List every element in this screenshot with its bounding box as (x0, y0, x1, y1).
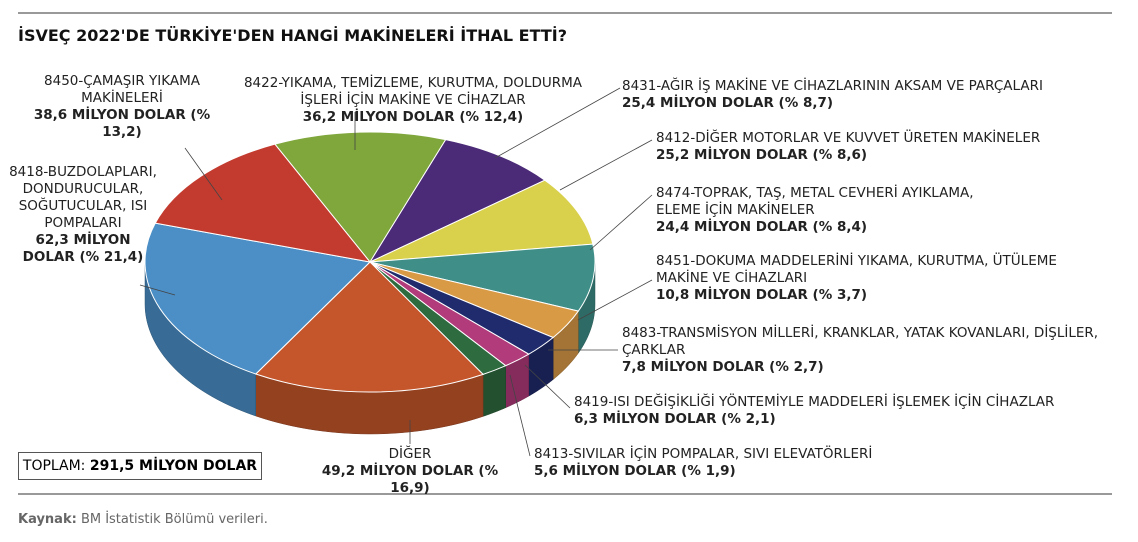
value-label: 62,3 MİLYON DOLAR (% 21,4) (22, 232, 144, 265)
value-label: 7,8 MİLYON DOLAR (% 2,7) (622, 359, 824, 375)
category-name: 8450-ÇAMAŞIR YIKAMA MAKİNELERİ (44, 73, 200, 106)
source-title: Kaynak: (18, 512, 77, 527)
category-name: 8419-ISI DEĞİŞİKLİĞİ YÖNTEMİYLE MADDELER… (574, 394, 1055, 410)
value-label: 49,2 MİLYON DOLAR (% 16,9) (321, 463, 499, 496)
slice-label: 8451-DOKUMA MADDELERİNİ YIKAMA, KURUTMA,… (656, 253, 1086, 304)
slice (368, 139, 546, 264)
leader-line (494, 87, 621, 159)
value-label: 25,4 MİLYON DOLAR (% 8,7) (622, 95, 834, 111)
leader-line (559, 139, 653, 191)
category-name: 8483-TRANSMİSYON MİLLERİ, KRANKLAR, YATA… (622, 325, 1099, 358)
category-name: 8431-AĞIR İŞ MAKİNE VE CİHAZLARININ AKSA… (622, 78, 1043, 94)
slice-label: 8413-SIVILAR İÇİN POMPALAR, SIVI ELEVATÖ… (534, 446, 954, 480)
slice-label: DİĞER 49,2 MİLYON DOLAR (% 16,9) (300, 446, 520, 497)
slice-label: 8412-DİĞER MOTORLAR VE KUVVET ÜRETEN MAK… (656, 130, 1126, 164)
value-label: 38,6 MİLYON DOLAR (% 13,2) (33, 107, 211, 140)
leader-line (589, 194, 653, 251)
category-name: 8474-TOPRAK, TAŞ, METAL CEVHERİ AYIKLAMA… (656, 185, 974, 218)
slice-label: 8418-BUZDOLAPLARI, DONDURUCULAR, SOĞUTUC… (8, 164, 158, 266)
leader-line (139, 284, 176, 296)
chart-title: İSVEÇ 2022'DE TÜRKİYE'DEN HANGİ MAKİNELE… (18, 26, 568, 45)
total-title: TOPLAM: (22, 458, 86, 474)
slice-label: 8483-TRANSMİSYON MİLLERİ, KRANKLAR, YATA… (622, 325, 1102, 376)
slice-label: 8419-ISI DEĞİŞİKLİĞİ YÖNTEMİYLE MADDELER… (574, 394, 1134, 428)
value-label: 25,2 MİLYON DOLAR (% 8,6) (656, 147, 868, 163)
slice-label: 8422-YIKAMA, TEMİZLEME, KURUTMA, DOLDURM… (228, 75, 598, 126)
slice (144, 222, 372, 375)
leader-line (524, 364, 571, 409)
slice-label: 8450-ÇAMAŞIR YIKAMA MAKİNELERİ 38,6 MİLYO… (22, 73, 222, 141)
slice (274, 131, 447, 263)
slice (369, 243, 596, 312)
slice (154, 143, 372, 263)
value-label: 36,2 MİLYON DOLAR (% 12,4) (302, 109, 524, 125)
source: Kaynak: BM İstatistik Bölümü verileri. (18, 512, 268, 527)
slice (254, 261, 485, 393)
category-name: DİĞER (388, 446, 432, 462)
leader-line (577, 279, 653, 321)
category-name: 8451-DOKUMA MADDELERİNİ YIKAMA, KURUTMA,… (656, 253, 1057, 286)
category-name: 8412-DİĞER MOTORLAR VE KUVVET ÜRETEN MAK… (656, 130, 1041, 146)
category-name: 8422-YIKAMA, TEMİZLEME, KURUTMA, DOLDURM… (243, 75, 583, 108)
total-box: TOPLAM: 291,5 MİLYON DOLAR (18, 452, 262, 480)
value-label: 10,8 MİLYON DOLAR (% 3,7) (656, 287, 868, 303)
leader-line (509, 374, 531, 457)
slice-label: 8474-TOPRAK, TAŞ, METAL CEVHERİ AYIKLAMA… (656, 185, 986, 236)
total-value: 291,5 MİLYON DOLAR (89, 458, 258, 474)
category-name: 8413-SIVILAR İÇİN POMPALAR, SIVI ELEVATÖ… (534, 446, 873, 462)
value-label: 24,4 MİLYON DOLAR (% 8,4) (656, 219, 868, 235)
value-label: 5,6 MİLYON DOLAR (% 1,9) (534, 463, 736, 479)
leader-line (184, 147, 223, 201)
slice (369, 179, 594, 263)
category-name: 8418-BUZDOLAPLARI, DONDURUCULAR, SOĞUTUC… (9, 164, 157, 231)
value-label: 6,3 MİLYON DOLAR (% 2,1) (574, 411, 776, 427)
source-text: BM İstatistik Bölümü verileri. (80, 512, 268, 527)
slice-label: 8431-AĞIR İŞ MAKİNE VE CİHAZLARININ AKSA… (622, 78, 1122, 112)
